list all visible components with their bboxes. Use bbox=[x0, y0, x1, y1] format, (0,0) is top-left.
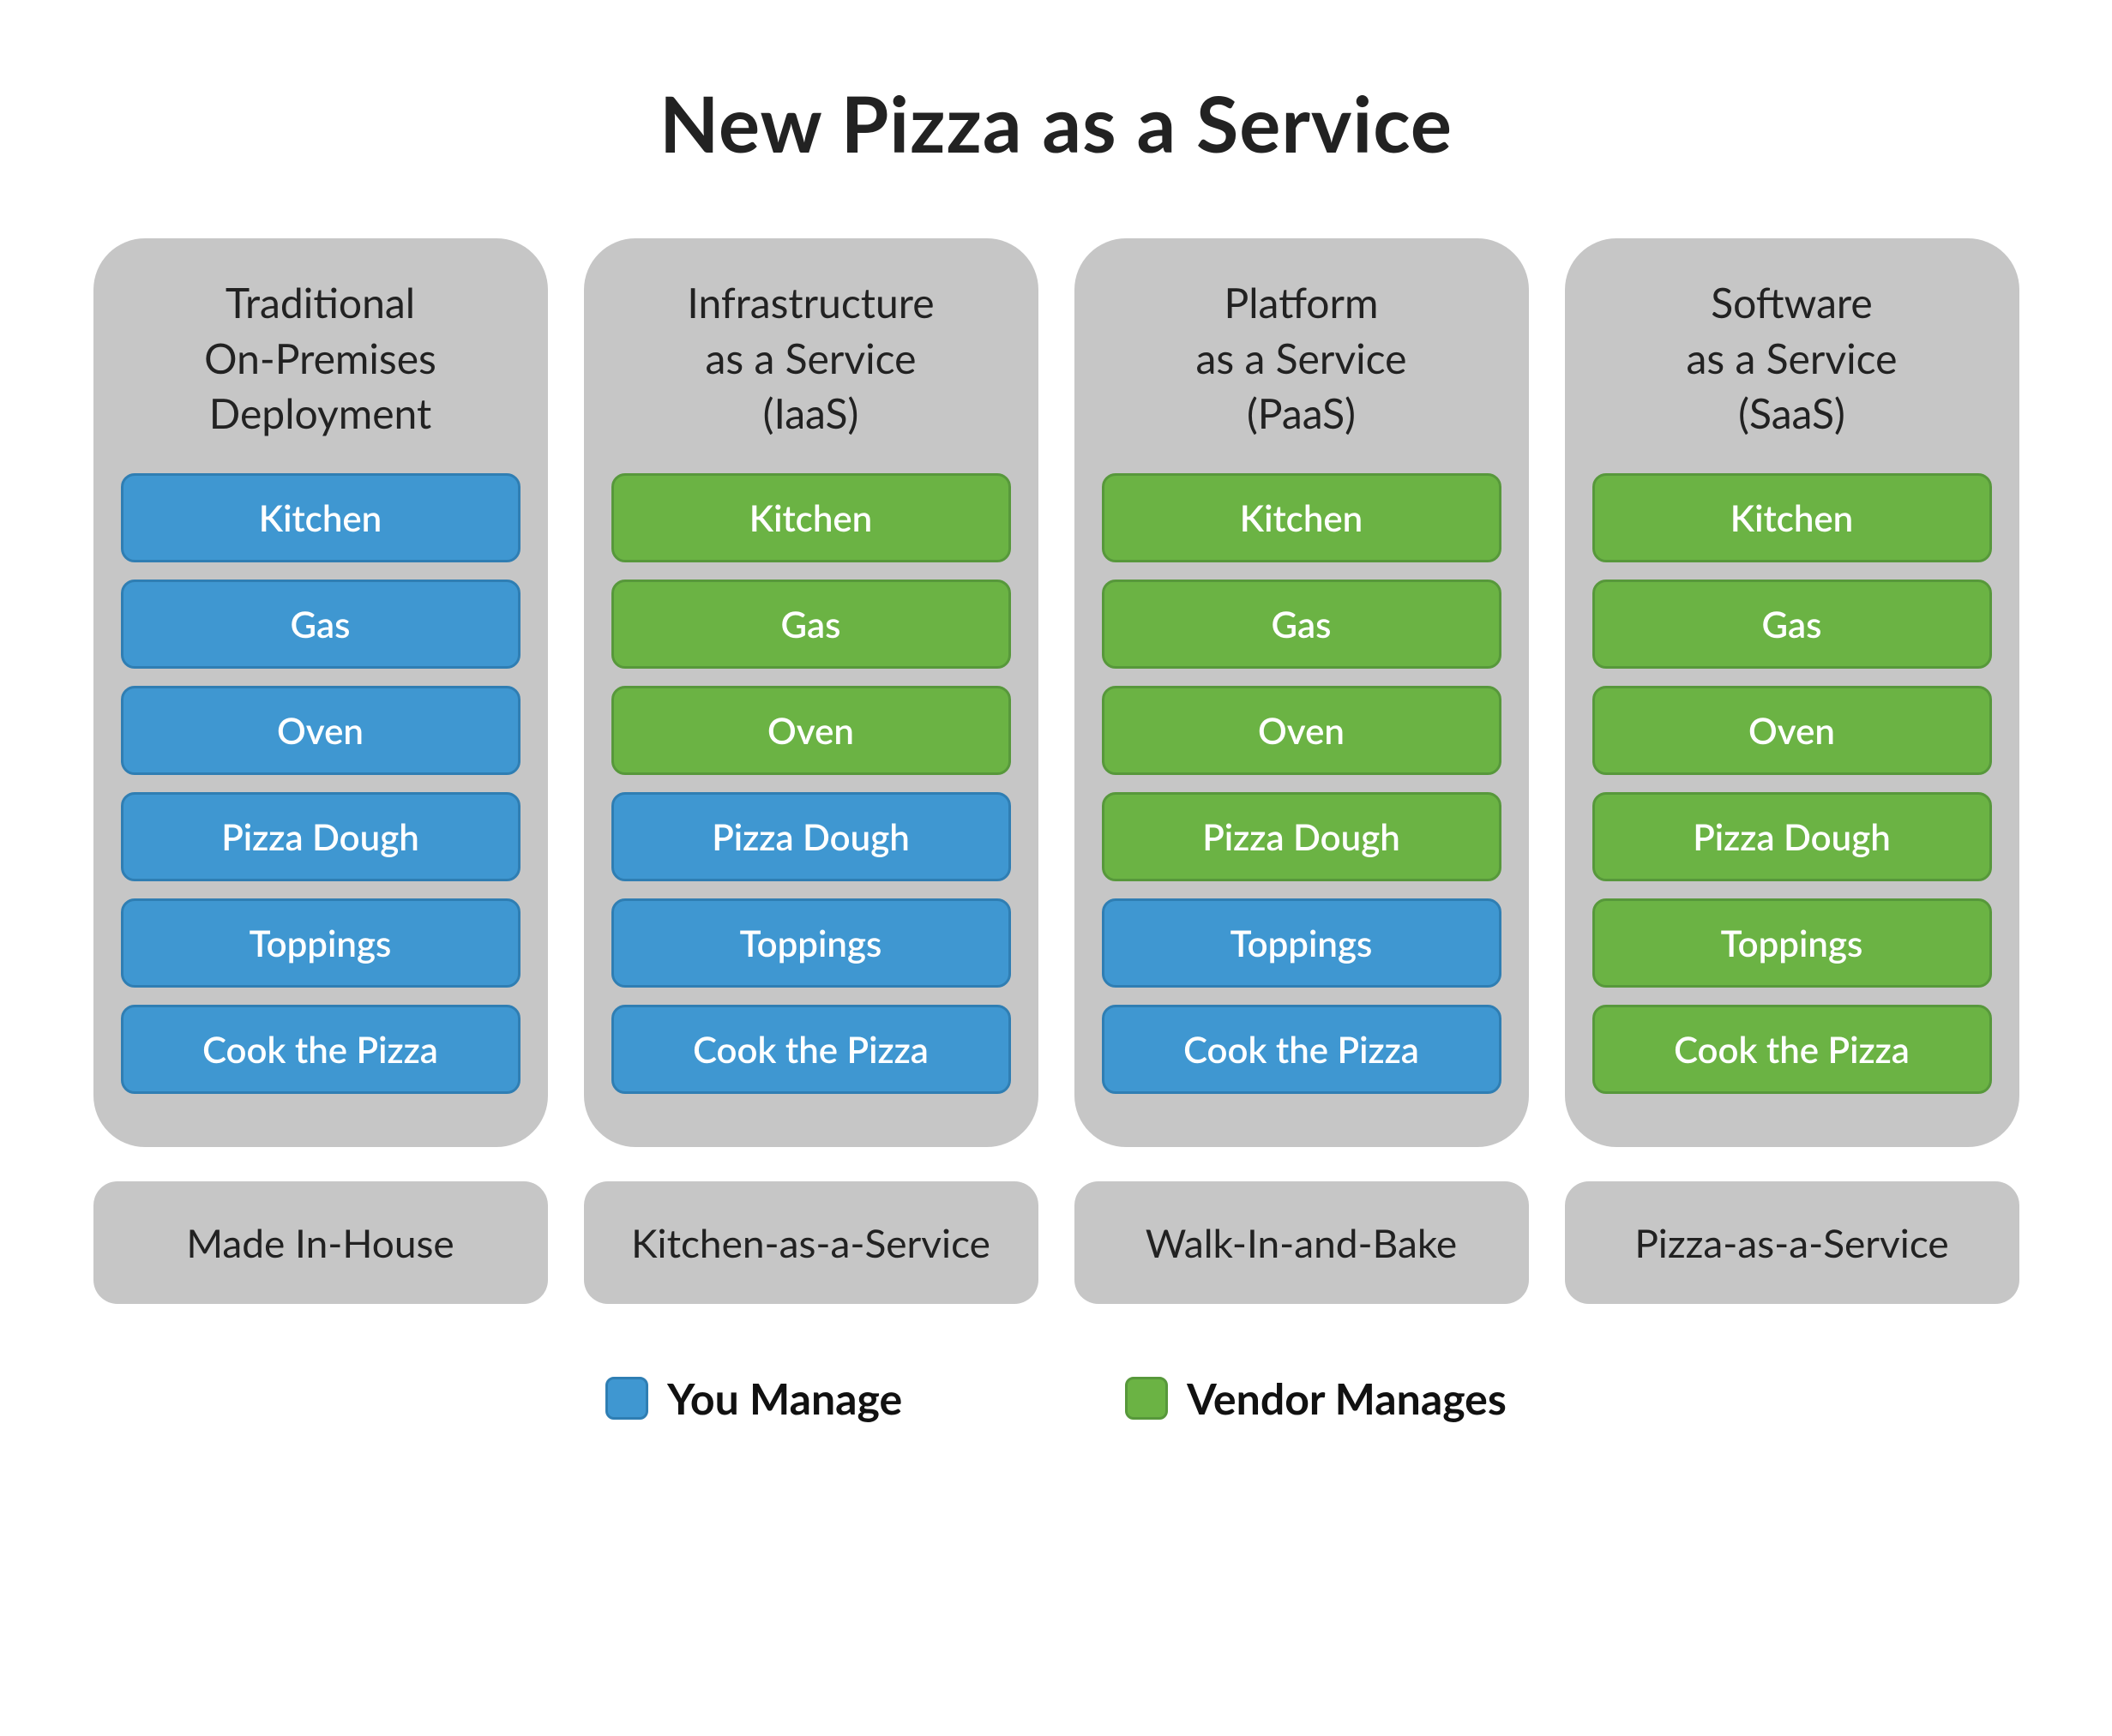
layer-box: Oven bbox=[1592, 686, 1992, 775]
layer-box: Kitchen bbox=[121, 473, 520, 562]
column-caption: Pizza-as-a-Service bbox=[1565, 1181, 2019, 1304]
layer-box: Cook the Pizza bbox=[1592, 1005, 1992, 1094]
layer-box: Toppings bbox=[611, 898, 1011, 988]
column-header: Traditional On-Premises Deployment bbox=[204, 269, 436, 449]
layer-box: Pizza Dough bbox=[121, 792, 520, 881]
service-column: Platform as a Service (PaaS) Kitchen Gas Ov… bbox=[1074, 238, 1529, 1147]
layer-box: Cook the Pizza bbox=[1102, 1005, 1501, 1094]
layer-box: Kitchen bbox=[611, 473, 1011, 562]
legend-label: Vendor Manages bbox=[1187, 1373, 1507, 1424]
layer-box: Oven bbox=[611, 686, 1011, 775]
layer-box: Oven bbox=[1102, 686, 1501, 775]
column-caption: Kitchen-as-a-Service bbox=[584, 1181, 1038, 1304]
column-header: Software as a Service (SaaS) bbox=[1687, 269, 1898, 449]
layer-box: Cook the Pizza bbox=[121, 1005, 520, 1094]
layer-box: Gas bbox=[1102, 580, 1501, 669]
layer-box: Pizza Dough bbox=[611, 792, 1011, 881]
column-header: Infrastructure as a Service (IaaS) bbox=[687, 269, 934, 449]
legend-item: Vendor Manages bbox=[1125, 1373, 1507, 1424]
service-column: Software as a Service (SaaS) Kitchen Gas Ov… bbox=[1565, 238, 2019, 1147]
legend-label: You Manage bbox=[667, 1373, 902, 1424]
layer-box: Gas bbox=[121, 580, 520, 669]
legend-item: You Manage bbox=[605, 1373, 902, 1424]
column-caption: Made In-House bbox=[93, 1181, 548, 1304]
layer-box: Toppings bbox=[121, 898, 520, 988]
page-title: New Pizza as a Service bbox=[0, 77, 2112, 170]
layer-box: Oven bbox=[121, 686, 520, 775]
layer-box: Gas bbox=[611, 580, 1011, 669]
layer-box: Pizza Dough bbox=[1102, 792, 1501, 881]
legend-swatch bbox=[1125, 1377, 1168, 1420]
legend: You Manage Vendor Manages bbox=[0, 1373, 2112, 1424]
legend-swatch bbox=[605, 1377, 648, 1420]
service-columns: Traditional On-Premises Deployment Kitche… bbox=[0, 238, 2112, 1147]
column-caption: Walk-In-and-Bake bbox=[1074, 1181, 1529, 1304]
layer-box: Pizza Dough bbox=[1592, 792, 1992, 881]
service-column: Infrastructure as a Service (IaaS) Kitche… bbox=[584, 238, 1038, 1147]
layer-box: Toppings bbox=[1592, 898, 1992, 988]
column-header: Platform as a Service (PaaS) bbox=[1196, 269, 1407, 449]
layer-box: Gas bbox=[1592, 580, 1992, 669]
layer-box: Toppings bbox=[1102, 898, 1501, 988]
service-captions: Made In-House Kitchen-as-a-Service Walk-In… bbox=[0, 1181, 2112, 1304]
layer-box: Cook the Pizza bbox=[611, 1005, 1011, 1094]
service-column: Traditional On-Premises Deployment Kitche… bbox=[93, 238, 548, 1147]
layer-box: Kitchen bbox=[1102, 473, 1501, 562]
layer-box: Kitchen bbox=[1592, 473, 1992, 562]
